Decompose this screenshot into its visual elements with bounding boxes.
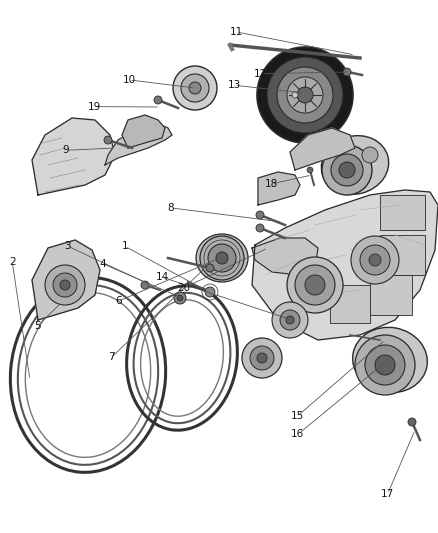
- Ellipse shape: [321, 135, 389, 195]
- Polygon shape: [32, 118, 115, 195]
- Circle shape: [365, 345, 405, 385]
- Circle shape: [355, 335, 415, 395]
- Circle shape: [339, 162, 355, 178]
- Polygon shape: [32, 240, 100, 320]
- Circle shape: [295, 265, 335, 305]
- Polygon shape: [290, 128, 355, 170]
- Circle shape: [343, 68, 351, 76]
- Text: 18: 18: [265, 179, 278, 189]
- Bar: [330, 285, 370, 323]
- Circle shape: [305, 275, 325, 295]
- Circle shape: [200, 236, 244, 280]
- Circle shape: [242, 338, 282, 378]
- Circle shape: [104, 136, 112, 144]
- Polygon shape: [258, 172, 300, 205]
- Text: 9: 9: [62, 146, 69, 155]
- Circle shape: [257, 353, 267, 363]
- Circle shape: [351, 236, 399, 284]
- Text: 1: 1: [121, 241, 128, 251]
- Circle shape: [287, 257, 343, 313]
- Text: 4: 4: [99, 259, 106, 269]
- Bar: [380, 235, 425, 275]
- Circle shape: [362, 147, 378, 163]
- Circle shape: [177, 295, 183, 301]
- Circle shape: [53, 273, 77, 297]
- Polygon shape: [122, 115, 165, 148]
- Circle shape: [322, 145, 372, 195]
- Polygon shape: [105, 122, 172, 165]
- Ellipse shape: [353, 327, 427, 393]
- Circle shape: [257, 47, 353, 143]
- Ellipse shape: [196, 234, 248, 282]
- Circle shape: [216, 252, 228, 264]
- Text: 15: 15: [291, 411, 304, 421]
- Circle shape: [267, 57, 343, 133]
- Text: 2: 2: [9, 257, 16, 267]
- Text: 7: 7: [108, 352, 115, 362]
- Bar: [380, 195, 425, 230]
- Circle shape: [287, 77, 323, 113]
- Circle shape: [331, 154, 363, 186]
- Text: 10: 10: [123, 75, 136, 85]
- Circle shape: [307, 167, 313, 173]
- Text: 8: 8: [167, 203, 174, 213]
- Circle shape: [250, 346, 274, 370]
- Circle shape: [141, 281, 149, 289]
- Circle shape: [60, 280, 70, 290]
- Polygon shape: [252, 190, 438, 340]
- Circle shape: [272, 302, 308, 338]
- Circle shape: [154, 96, 162, 104]
- Circle shape: [369, 254, 381, 266]
- Text: 17: 17: [381, 489, 394, 499]
- Text: 6: 6: [115, 296, 122, 306]
- Text: 12: 12: [254, 69, 267, 78]
- Text: 3: 3: [64, 241, 71, 251]
- Text: 20: 20: [177, 283, 191, 293]
- Circle shape: [206, 264, 214, 272]
- Circle shape: [174, 292, 186, 304]
- Circle shape: [277, 67, 333, 123]
- Circle shape: [292, 92, 298, 98]
- Circle shape: [181, 74, 209, 102]
- Circle shape: [286, 316, 294, 324]
- Circle shape: [45, 265, 85, 305]
- Polygon shape: [252, 238, 318, 275]
- Text: 16: 16: [291, 430, 304, 439]
- Circle shape: [280, 310, 300, 330]
- Text: 19: 19: [88, 102, 101, 111]
- Circle shape: [256, 211, 264, 219]
- Bar: [370, 275, 412, 315]
- Text: 5: 5: [34, 321, 41, 331]
- Circle shape: [173, 66, 217, 110]
- Circle shape: [256, 224, 264, 232]
- Circle shape: [205, 287, 215, 297]
- Text: 13: 13: [228, 80, 241, 90]
- Circle shape: [208, 244, 236, 272]
- Circle shape: [189, 82, 201, 94]
- Circle shape: [375, 355, 395, 375]
- Circle shape: [360, 245, 390, 275]
- Text: 11: 11: [230, 27, 243, 37]
- Text: 14: 14: [155, 272, 169, 282]
- Circle shape: [297, 87, 313, 103]
- Circle shape: [408, 418, 416, 426]
